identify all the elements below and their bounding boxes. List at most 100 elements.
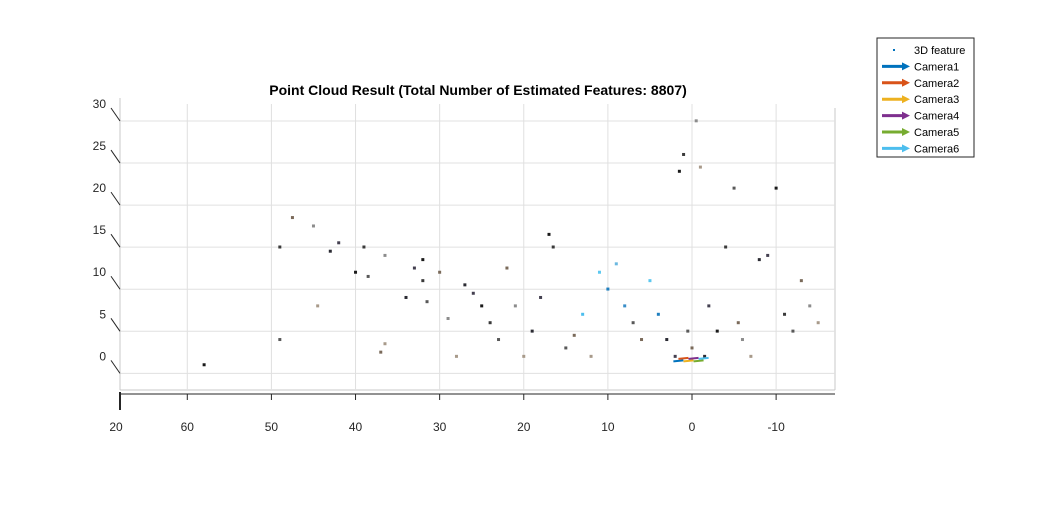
feature-point [648, 279, 652, 283]
feature-point [736, 321, 740, 325]
feature-point [530, 329, 534, 333]
x-tick-label: -10 [767, 420, 785, 434]
legend-label: Camera2 [914, 78, 959, 90]
tick-labels: 60 50 40 30 20 10 0 -10 0 5 10 15 20 25 30 [93, 97, 785, 434]
legend-item[interactable]: Camera6 [882, 143, 959, 155]
camera-arrow [693, 359, 704, 363]
feature-point [690, 346, 694, 350]
feature-point [513, 304, 517, 308]
point-cloud [202, 119, 820, 367]
feature-point [677, 169, 681, 173]
feature-point [783, 312, 787, 316]
feature-point [715, 329, 719, 333]
feature-point [631, 321, 635, 325]
feature-point [564, 346, 568, 350]
legend-item[interactable]: Camera4 [882, 111, 959, 123]
feature-point [665, 338, 669, 342]
x-tick-label: 30 [433, 420, 447, 434]
x-tick-label: 40 [349, 420, 363, 434]
legend-label: Camera6 [914, 143, 959, 155]
legend-item[interactable]: Camera5 [882, 127, 959, 139]
camera-arrow [678, 356, 689, 360]
legend-arrow-head [902, 62, 910, 71]
legend-item[interactable]: Camera3 [882, 94, 959, 106]
z-tick-mark [110, 360, 121, 374]
x-tick-label: 60 [181, 420, 195, 434]
feature-point [816, 321, 820, 325]
feature-point [547, 232, 551, 236]
z-tick-mark [110, 275, 121, 290]
feature-point [278, 245, 282, 249]
feature-point [337, 241, 341, 245]
x-tick-label: 0 [689, 420, 696, 434]
feature-point [694, 119, 698, 123]
z-tick-mark [110, 107, 121, 122]
legend-arrow-head [902, 144, 910, 153]
feature-point [446, 317, 450, 320]
feature-point [640, 338, 644, 342]
legend-label: Camera5 [914, 127, 959, 139]
legend-item[interactable]: Camera2 [882, 78, 959, 90]
z-tick-mark [110, 149, 121, 164]
z-tick-label: 10 [93, 265, 107, 279]
x-tick-label: 10 [601, 420, 615, 434]
feature-point [379, 350, 383, 354]
feature-point [497, 338, 501, 342]
feature-point [551, 245, 555, 249]
legend-label: Camera1 [914, 61, 959, 73]
tick-marks [110, 107, 777, 400]
feature-point [328, 249, 332, 253]
feature-point [539, 295, 543, 299]
feature-point [606, 287, 610, 291]
feature-point [808, 304, 812, 308]
feature-point [673, 354, 677, 358]
z-tick-label: 25 [93, 139, 107, 153]
x-tick-label: 20 [517, 420, 531, 434]
legend-item[interactable]: 3D feature [893, 45, 965, 57]
feature-point [707, 304, 711, 308]
feature-point [362, 245, 366, 249]
feature-point [732, 186, 736, 190]
legend-label: Camera4 [914, 111, 959, 123]
feature-point [656, 312, 660, 316]
feature-point [383, 342, 387, 346]
legend-box [876, 37, 975, 158]
feature-point [421, 258, 425, 262]
feature-point [412, 266, 416, 270]
feature-point [791, 329, 795, 333]
feature-point [740, 338, 744, 342]
feature-point [774, 186, 778, 190]
feature-point [425, 300, 429, 304]
z-tick-mark [110, 233, 121, 248]
legend-item[interactable]: Camera1 [882, 61, 959, 73]
feature-point [766, 253, 770, 257]
feature-point [522, 354, 526, 358]
camera-arrow [673, 359, 684, 363]
legend-label: Camera3 [914, 94, 959, 106]
feature-point [581, 312, 585, 316]
feature-point [614, 262, 618, 266]
feature-point [311, 224, 315, 228]
z-tick-label: 0 [99, 349, 106, 363]
legend[interactable]: 3D feature Camera1 Camera2 Camera3 Camera4 Ca… [876, 37, 975, 158]
feature-point [488, 321, 492, 325]
feature-point [682, 152, 686, 156]
z-tick-label: 30 [93, 97, 107, 111]
camera-arrow [683, 359, 694, 363]
chart-title: Point Cloud Result (Total Number of Esti… [269, 82, 686, 98]
feature-point [454, 354, 458, 358]
legend-label: 3D feature [914, 45, 965, 57]
feature-point [480, 304, 484, 308]
feature-point [383, 253, 387, 257]
feature-point [749, 354, 753, 358]
z-tick-mark [110, 191, 121, 206]
camera-arrows [673, 356, 709, 363]
legend-arrow-head [902, 128, 910, 136]
legend-arrow-head [902, 95, 910, 104]
feature-point [686, 329, 690, 333]
feature-point [757, 258, 761, 262]
z-tick-label: 5 [99, 307, 106, 321]
feature-point [354, 270, 358, 274]
feature-point [698, 165, 702, 169]
